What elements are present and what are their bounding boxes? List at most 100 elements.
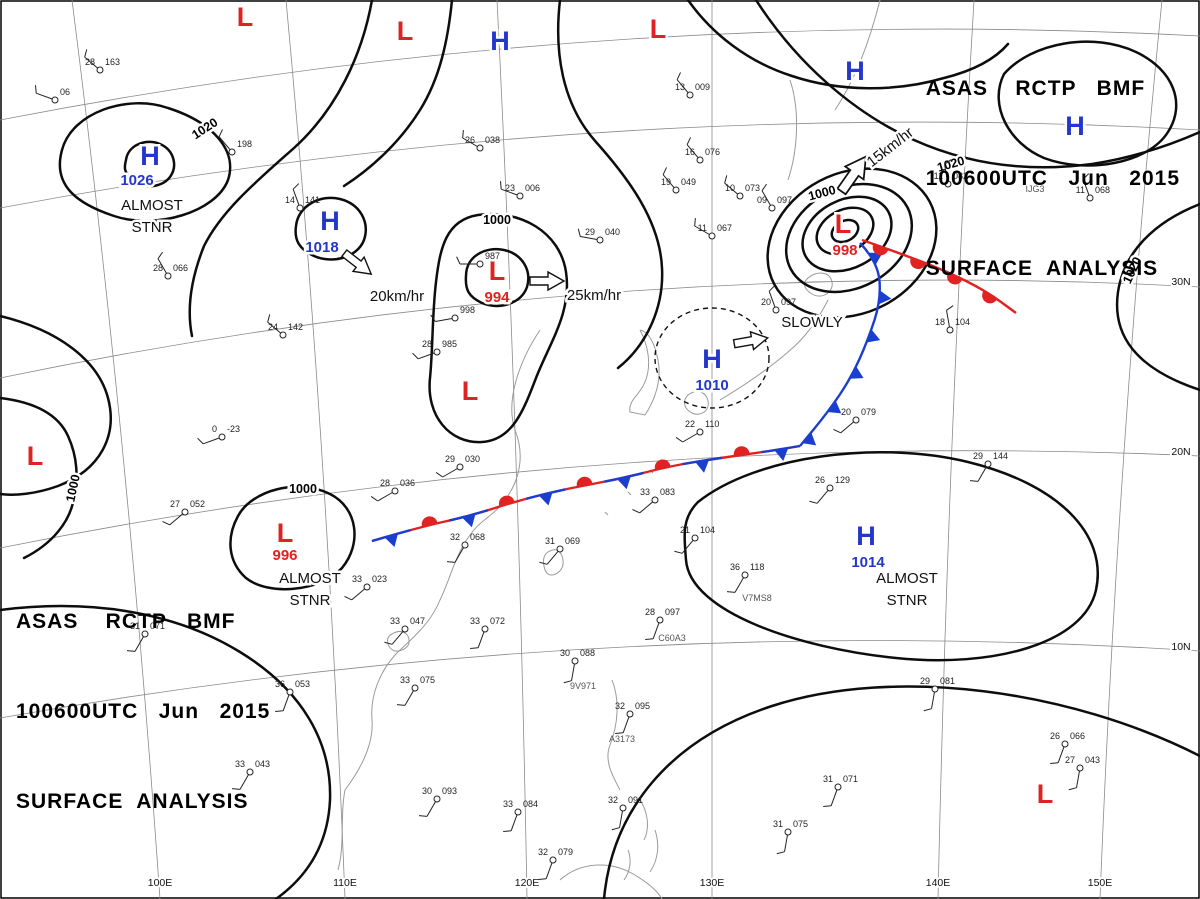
station-plot: 32 068 xyxy=(446,532,485,563)
station-callsign: V7MS8 xyxy=(742,593,772,603)
svg-text:071: 071 xyxy=(150,621,165,631)
svg-text:11: 11 xyxy=(934,171,943,181)
station-callsign: IJG3 xyxy=(1025,184,1044,194)
svg-text:1026: 1026 xyxy=(120,172,153,189)
station-plot: 27 043 xyxy=(1065,755,1100,791)
station-plot: 28 036 xyxy=(370,478,415,502)
station-plot: 28 066 xyxy=(153,251,188,280)
cold-front xyxy=(799,242,892,447)
station-plot: 24 142 xyxy=(267,314,303,339)
svg-text:097: 097 xyxy=(781,297,796,307)
svg-text:198: 198 xyxy=(237,139,252,149)
svg-text:079: 079 xyxy=(861,407,876,417)
station-plot: 198 xyxy=(218,129,252,156)
svg-text:19: 19 xyxy=(661,177,671,187)
svg-text:31: 31 xyxy=(823,774,833,784)
chart-type: SURFACE ANALYSIS xyxy=(16,790,249,813)
latitude-label: 20N xyxy=(1171,446,1190,458)
svg-text:H: H xyxy=(702,344,722,374)
station-plot: 0 -23 xyxy=(197,424,240,445)
station-callsign: A3173 xyxy=(609,734,635,744)
svg-text:32: 32 xyxy=(608,795,618,805)
svg-text:141: 141 xyxy=(305,195,320,205)
svg-text:29: 29 xyxy=(445,454,455,464)
svg-text:24: 24 xyxy=(268,322,278,332)
svg-text:009: 009 xyxy=(695,82,710,92)
station-plot: 13 009 xyxy=(675,72,710,99)
pressure-center-H-1010: H 1010 xyxy=(693,342,731,397)
svg-text:097: 097 xyxy=(777,195,792,205)
svg-text:104: 104 xyxy=(955,317,970,327)
station-plot: 33 047 xyxy=(384,616,425,645)
svg-text:11: 11 xyxy=(1076,185,1085,195)
svg-text:093: 093 xyxy=(442,786,457,796)
svg-text:H: H xyxy=(490,26,510,56)
stationary-front xyxy=(371,444,801,548)
svg-text:996: 996 xyxy=(272,547,297,564)
station-plot: 28 163 xyxy=(84,49,120,74)
svg-text:129: 129 xyxy=(835,475,850,485)
svg-text:081: 081 xyxy=(940,676,955,686)
station-callsign: 9V971 xyxy=(570,681,596,691)
svg-text:H: H xyxy=(320,206,340,236)
station-plot: 33 072 xyxy=(470,616,505,649)
station-plot: 27 052 xyxy=(162,499,205,526)
svg-text:26: 26 xyxy=(1050,731,1060,741)
svg-text:144: 144 xyxy=(993,451,1008,461)
station-plot: 11 068 xyxy=(1076,173,1110,202)
svg-text:040: 040 xyxy=(605,227,620,237)
svg-text:L: L xyxy=(397,16,414,46)
isobar-value-label: 1000 xyxy=(483,213,511,227)
svg-text:043: 043 xyxy=(255,759,270,769)
svg-text:31: 31 xyxy=(545,536,555,546)
svg-text:084: 084 xyxy=(523,799,538,809)
svg-text:079: 079 xyxy=(558,847,573,857)
station-plot: 31 075 xyxy=(773,819,808,855)
station-plot: 16 076 xyxy=(685,137,720,164)
motion-annotation: 15km/hr xyxy=(864,124,917,171)
svg-text:083: 083 xyxy=(660,487,675,497)
pressure-center-H: H xyxy=(488,24,513,59)
station-plot: 31 069 xyxy=(539,536,580,565)
pressure-center-L-998: L 998 xyxy=(830,207,860,262)
longitude-label: 110E xyxy=(333,877,357,889)
svg-text:L: L xyxy=(462,376,479,406)
svg-text:036: 036 xyxy=(400,478,415,488)
motion-annotation: 20km/hr xyxy=(370,288,424,305)
motion-annotation: STNR xyxy=(132,219,173,236)
svg-text:095: 095 xyxy=(635,701,650,711)
svg-text:985: 985 xyxy=(442,339,457,349)
pressure-center-L: L xyxy=(234,0,256,35)
svg-text:052: 052 xyxy=(190,499,205,509)
station-plot: 28 985 xyxy=(412,339,457,360)
svg-text:110: 110 xyxy=(705,419,719,429)
svg-text:994: 994 xyxy=(484,289,510,306)
svg-text:049: 049 xyxy=(681,177,696,187)
station-plot: 26 066 xyxy=(1050,731,1085,764)
svg-text:H: H xyxy=(845,56,865,86)
motion-annotation: STNR xyxy=(290,592,331,609)
svg-text:069: 069 xyxy=(565,536,580,546)
motion-annotation: STNR xyxy=(887,592,928,609)
title-block-bottom-left: ASAS RCTP BMF 100600UTC Jun 2015 SURFACE… xyxy=(16,547,270,877)
svg-text:11: 11 xyxy=(698,223,707,233)
svg-text:071: 071 xyxy=(843,774,858,784)
coastline-layer xyxy=(337,0,881,899)
pressure-center-L: L xyxy=(647,12,669,47)
svg-text:20: 20 xyxy=(761,297,771,307)
station-plot: 26 038 xyxy=(462,129,500,152)
movement-arrow-icon xyxy=(529,270,566,292)
svg-text:13: 13 xyxy=(675,82,685,92)
station-callsign: C60A3 xyxy=(658,633,686,643)
svg-text:33: 33 xyxy=(235,759,245,769)
svg-text:075: 075 xyxy=(420,675,435,685)
svg-text:1018: 1018 xyxy=(305,239,338,256)
station-plot: 32 091 xyxy=(608,795,643,831)
svg-text:023: 023 xyxy=(372,574,387,584)
svg-text:1010: 1010 xyxy=(695,377,728,394)
svg-text:33: 33 xyxy=(503,799,513,809)
station-plot: 28 097 xyxy=(645,607,680,640)
